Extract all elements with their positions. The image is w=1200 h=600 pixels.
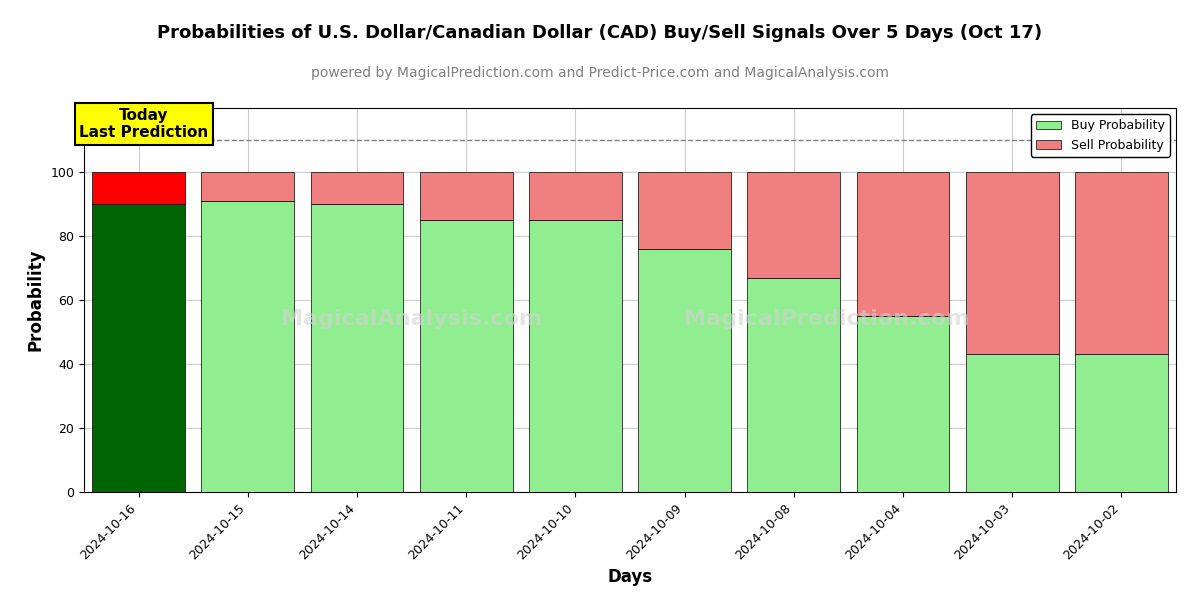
Text: powered by MagicalPrediction.com and Predict-Price.com and MagicalAnalysis.com: powered by MagicalPrediction.com and Pre… — [311, 66, 889, 80]
Text: MagicalPrediction.com: MagicalPrediction.com — [684, 309, 970, 329]
Bar — [638, 172, 731, 249]
Bar — [857, 316, 949, 492]
Bar — [420, 172, 512, 220]
Bar — [529, 172, 622, 220]
Bar — [311, 204, 403, 492]
Bar — [202, 172, 294, 201]
Bar — [92, 204, 185, 492]
Bar — [966, 355, 1058, 492]
Bar — [638, 249, 731, 492]
Bar — [748, 172, 840, 278]
Legend: Buy Probability, Sell Probability: Buy Probability, Sell Probability — [1031, 114, 1170, 157]
Bar — [966, 172, 1058, 355]
Bar — [748, 278, 840, 492]
X-axis label: Days: Days — [607, 568, 653, 586]
Bar — [92, 172, 185, 204]
Bar — [1075, 355, 1168, 492]
Y-axis label: Probability: Probability — [26, 249, 44, 351]
Text: MagicalAnalysis.com: MagicalAnalysis.com — [281, 309, 542, 329]
Bar — [529, 220, 622, 492]
Text: Probabilities of U.S. Dollar/Canadian Dollar (CAD) Buy/Sell Signals Over 5 Days : Probabilities of U.S. Dollar/Canadian Do… — [157, 24, 1043, 42]
Text: Today
Last Prediction: Today Last Prediction — [79, 108, 209, 140]
Bar — [311, 172, 403, 204]
Bar — [857, 172, 949, 316]
Bar — [202, 201, 294, 492]
Bar — [1075, 172, 1168, 355]
Bar — [420, 220, 512, 492]
